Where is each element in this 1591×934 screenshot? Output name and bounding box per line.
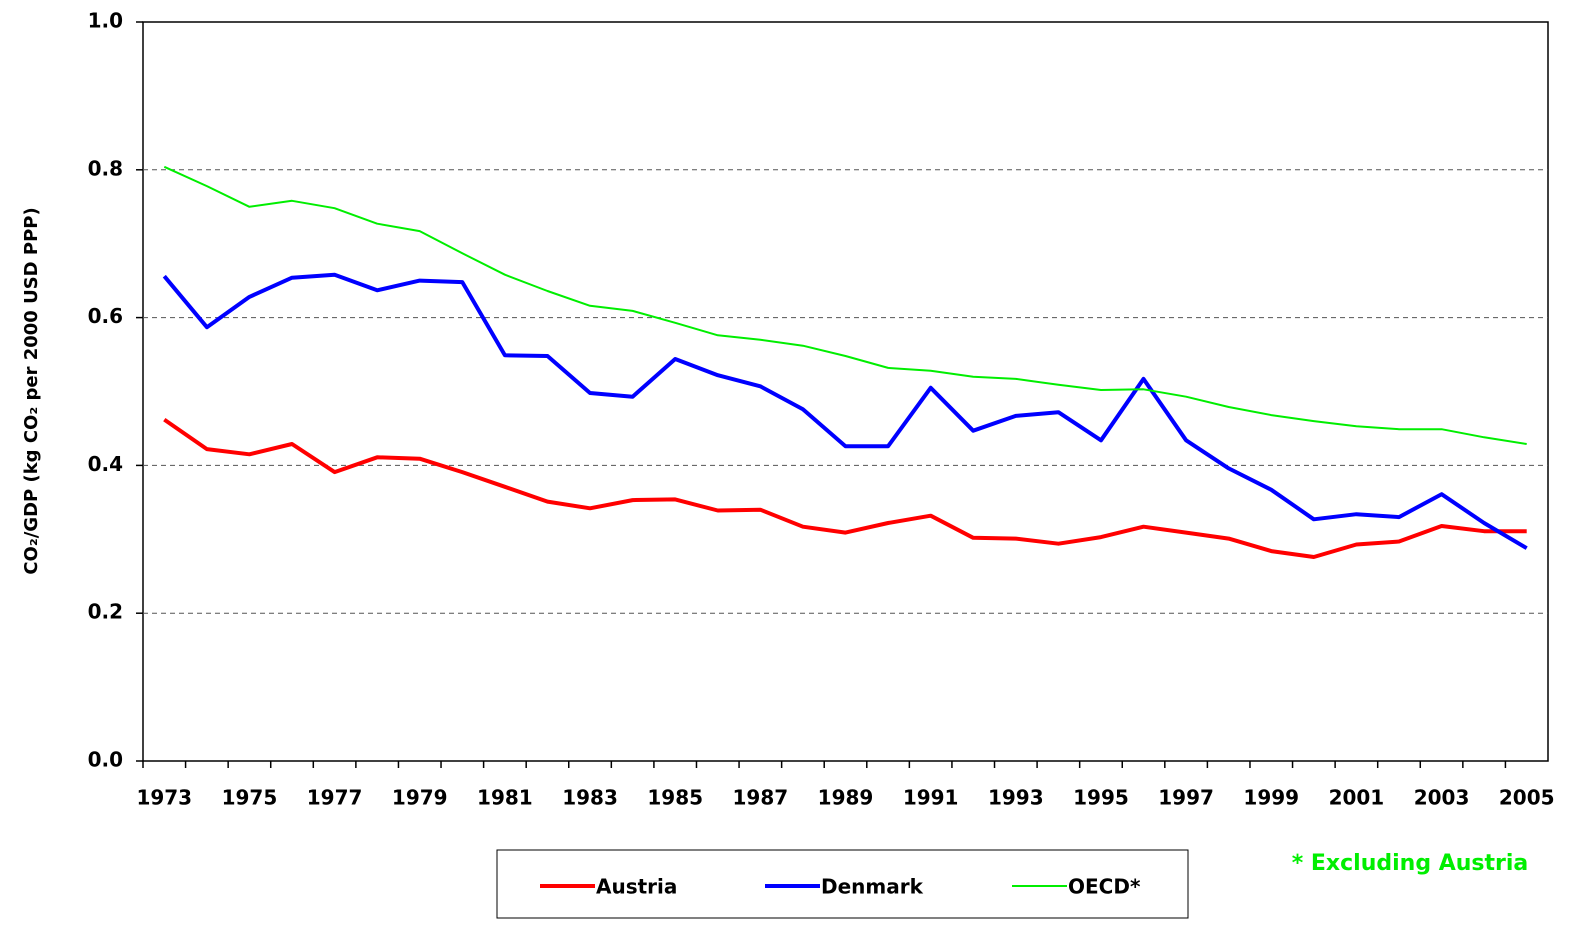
legend-label: Denmark [821,875,924,899]
x-tick-label: 1995 [1073,786,1129,810]
x-tick-label: 1993 [988,786,1044,810]
y-tick-label: 0.4 [88,452,123,476]
x-tick-label: 1973 [136,786,192,810]
x-tick-label: 1989 [818,786,874,810]
x-tick-label: 1987 [733,786,789,810]
x-tick-label: 1997 [1158,786,1214,810]
y-tick-label: 1.0 [88,9,123,33]
legend-label: OECD* [1068,875,1141,899]
y-tick-label: 0.6 [88,304,123,328]
x-tick-label: 1985 [647,786,703,810]
plot-frame [142,21,1549,762]
series-line [163,417,1527,559]
x-tick-label: 1975 [222,786,278,810]
x-tick-label: 1983 [562,786,618,810]
annotation: * Excluding Austria [1292,851,1529,876]
y-tick-label: 0.0 [88,748,123,772]
x-tick-label: 2005 [1499,786,1555,810]
x-tick-label: 2001 [1329,786,1385,810]
x-tick-label: 1979 [392,786,448,810]
series-line [163,165,1527,445]
y-tick-label: 0.8 [88,156,123,180]
y-axis-label: CO₂/GDP (kg CO₂ per 2000 USD PPP) [21,207,42,574]
y-tick-label: 0.2 [88,600,123,624]
series-line [162,272,1528,550]
x-tick-label: 2003 [1414,786,1470,810]
x-tick-label: 1977 [307,786,363,810]
legend-box [496,849,1189,919]
x-tick-label: 1999 [1243,786,1299,810]
x-tick-label: 1991 [903,786,959,810]
x-tick-label: 1981 [477,786,533,810]
legend-label: Austria [596,875,677,899]
